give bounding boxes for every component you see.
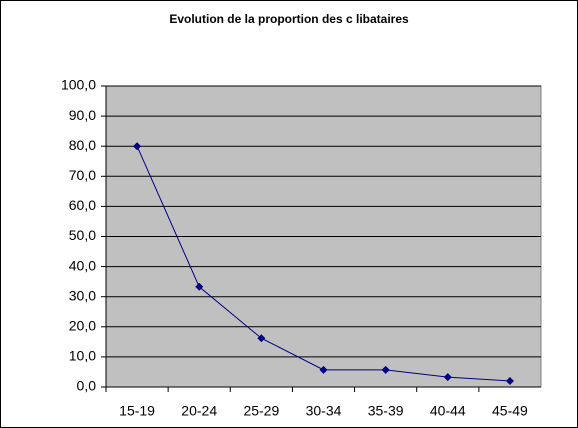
y-tick-label: 80,0: [69, 137, 96, 153]
y-tick-label: 0,0: [77, 378, 97, 394]
point-marker: [505, 376, 514, 385]
x-tick-label: 45-49: [492, 403, 528, 419]
x-tick-label: 15-19: [119, 403, 155, 419]
point-marker: [195, 282, 204, 291]
x-tick-label: 25-29: [243, 403, 279, 419]
point-marker: [443, 373, 452, 382]
y-tick-label: 40,0: [69, 257, 96, 273]
point-marker: [133, 142, 142, 151]
y-tick-label: 50,0: [69, 227, 96, 243]
x-tick-label: 40-44: [430, 403, 466, 419]
y-tick-label: 10,0: [69, 348, 96, 364]
chart-title: Evolution de la proportion des c libatai…: [169, 12, 409, 26]
y-tick-label: 90,0: [69, 107, 96, 123]
point-marker: [319, 365, 328, 374]
y-tick-label: 20,0: [69, 318, 96, 334]
y-tick-label: 100,0: [61, 77, 96, 93]
y-tick-label: 60,0: [69, 197, 96, 213]
x-tick-label: 20-24: [181, 403, 217, 419]
point-marker: [381, 365, 390, 374]
x-tick-label: 35-39: [368, 403, 404, 419]
x-tick-label: 30-34: [306, 403, 342, 419]
point-marker: [257, 334, 266, 343]
y-tick-label: 30,0: [69, 287, 96, 303]
y-tick-label: 70,0: [69, 167, 96, 183]
